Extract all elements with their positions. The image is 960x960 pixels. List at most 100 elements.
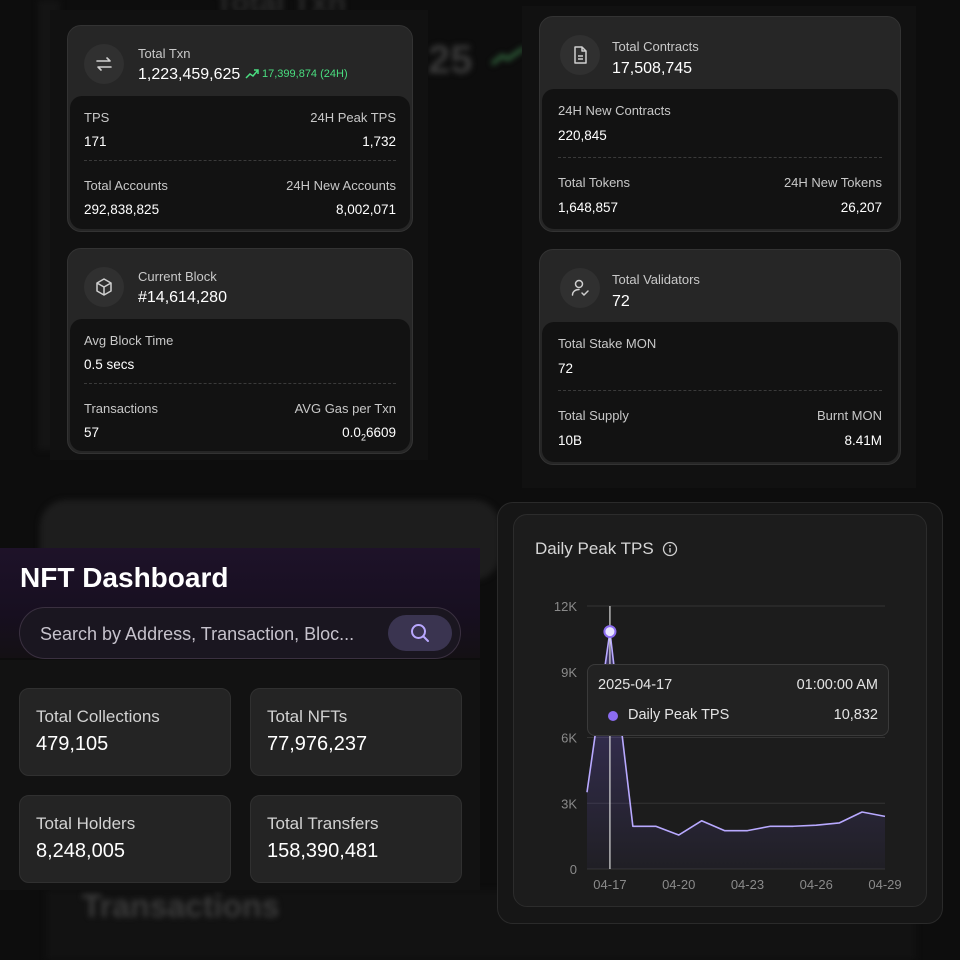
total-validators-label: Total Validators: [612, 272, 700, 287]
divider: [558, 390, 882, 391]
tooltip-value: 10,832: [833, 707, 878, 723]
total-validators-value: 72: [612, 293, 630, 310]
total-collections-label: Total Collections: [36, 707, 160, 726]
y-tick-label: 3K: [561, 796, 577, 811]
burnt-mon-label: Burnt MON: [816, 408, 882, 423]
info-icon[interactable]: [662, 541, 678, 557]
current-block-value: #14,614,280: [138, 289, 227, 306]
avg-gas-zero-count: 2: [360, 432, 366, 443]
new-contracts-row: 24H New Contracts: [558, 103, 882, 118]
tps-value: 171: [84, 134, 107, 149]
tokens-row: Total Tokens 24H New Tokens: [558, 175, 882, 190]
new-contracts-value: 220,845: [558, 128, 607, 143]
document-icon: [560, 35, 600, 75]
total-supply-value: 10B: [558, 433, 583, 448]
transactions-value: 57: [84, 425, 100, 440]
total-transfers-label: Total Transfers: [267, 814, 379, 833]
avg-gas-label: AVG Gas per Txn: [294, 401, 396, 416]
active-data-point: [603, 625, 617, 639]
y-tick-label: 6K: [561, 731, 577, 746]
transactions-row: Transactions AVG Gas per Txn: [84, 401, 396, 416]
tokens-values-row: 1,648,857 26,207: [558, 200, 882, 215]
total-accounts-value: 292,838,825: [84, 202, 160, 217]
total-tokens-label: Total Tokens: [558, 175, 631, 190]
total-holders-card[interactable]: Total Holders 8,248,005: [19, 795, 231, 883]
tps-row: TPS 24H Peak TPS: [84, 110, 396, 125]
transactions-label: Transactions: [84, 401, 158, 416]
chart-title-text: Daily Peak TPS: [535, 539, 654, 558]
divider: [84, 383, 396, 384]
total-validators-card: Total Validators 72 Total Stake MON 72 T…: [539, 249, 901, 465]
total-contracts-label: Total Contracts: [612, 39, 699, 54]
new-tokens-value: 26,207: [840, 200, 882, 215]
avg-gas-suffix: 6609: [365, 425, 396, 440]
series-area: [587, 631, 885, 869]
cube-icon: [84, 267, 124, 307]
total-holders-label: Total Holders: [36, 814, 136, 833]
x-tick-label: 04-20: [662, 877, 695, 892]
y-tick-label: 9K: [561, 665, 577, 680]
ghost-sparkline: [490, 46, 526, 66]
new-contracts-value-row: 220,845: [558, 128, 882, 143]
tooltip-time: 01:00:00 AM: [796, 677, 878, 693]
total-supply-label: Total Supply: [558, 408, 629, 423]
tps-label: TPS: [84, 110, 110, 125]
block-time-value-row: 0.5 secs: [84, 357, 396, 372]
total-transfers-card[interactable]: Total Transfers 158,390,481: [250, 795, 462, 883]
x-tick-label: 04-29: [868, 877, 901, 892]
current-block-card: Current Block #14,614,280 Avg Block Time…: [67, 248, 413, 454]
total-stake-label: Total Stake MON: [558, 336, 657, 351]
supply-values-row: 10B 8.41M: [558, 433, 882, 448]
transactions-values-row: 57 0.026609: [84, 425, 396, 443]
x-tick-label: 04-17: [593, 877, 626, 892]
trend-up-icon: [245, 69, 259, 79]
nft-dashboard-title: NFT Dashboard: [20, 562, 229, 593]
block-time-row: Avg Block Time: [84, 333, 396, 348]
x-tick-label: 04-26: [800, 877, 833, 892]
total-nfts-card[interactable]: Total NFTs 77,976,237: [250, 688, 462, 776]
new-tokens-label: 24H New Tokens: [783, 175, 882, 190]
y-tick-label: 12K: [554, 599, 577, 614]
chart-plot[interactable]: 0 3K 6K 9K 12K 04-17 04-20 04-23 04-26 04-29: [513, 590, 927, 900]
stake-row: Total Stake MON: [558, 336, 882, 351]
stake-value-row: 72: [558, 361, 882, 376]
accounts-values-row: 292,838,825 8,002,071: [84, 202, 396, 217]
avg-block-time-value: 0.5 secs: [84, 357, 135, 372]
search-placeholder: Search by Address, Transaction, Bloc...: [40, 624, 355, 644]
total-transfers-value: 158,390,481: [267, 840, 379, 862]
total-accounts-label: Total Accounts: [84, 178, 168, 193]
accounts-row: Total Accounts 24H New Accounts: [84, 178, 396, 193]
y-tick-label: 0: [570, 862, 577, 877]
total-stake-value: 72: [558, 361, 574, 376]
total-txn-card: Total Txn 1,223,459,625 17,399,874 (24H)…: [67, 25, 413, 232]
supply-row: Total Supply Burnt MON: [558, 408, 882, 423]
divider: [558, 157, 882, 158]
current-block-label: Current Block: [138, 269, 217, 284]
tps-values-row: 171 1,732: [84, 134, 396, 149]
series-line: [586, 630, 886, 836]
new-accounts-value: 8,002,071: [335, 202, 396, 217]
txn-change-value: 17,399,874 (24H): [262, 68, 348, 80]
user-check-icon: [560, 268, 600, 308]
peak-tps-value: 1,732: [362, 134, 396, 149]
tooltip-series-dot: [608, 711, 618, 721]
avg-gas-prefix: 0.0: [342, 425, 361, 440]
search-button[interactable]: [388, 615, 452, 651]
new-contracts-label: 24H New Contracts: [558, 103, 671, 118]
total-txn-value: 1,223,459,625: [138, 66, 241, 83]
total-collections-card[interactable]: Total Collections 479,105: [19, 688, 231, 776]
total-txn-label: Total Txn: [138, 46, 191, 61]
chart-tooltip: 2025-04-17 01:00:00 AM Daily Peak TPS 10…: [587, 664, 889, 736]
new-accounts-label: 24H New Accounts: [286, 178, 396, 193]
tooltip-date: 2025-04-17: [598, 677, 673, 693]
search-input[interactable]: Search by Address, Transaction, Bloc...: [19, 607, 461, 659]
x-tick-label: 04-23: [731, 877, 764, 892]
total-nfts-label: Total NFTs: [267, 707, 348, 726]
ghost-transactions: Transactions: [82, 888, 280, 924]
divider: [84, 160, 396, 161]
tooltip-series-name: Daily Peak TPS: [628, 707, 730, 723]
total-holders-value: 8,248,005: [36, 840, 125, 862]
chart-title: Daily Peak TPS: [535, 539, 678, 559]
ghost-number: 25: [428, 38, 473, 82]
burnt-mon-value: 8.41M: [844, 433, 882, 448]
